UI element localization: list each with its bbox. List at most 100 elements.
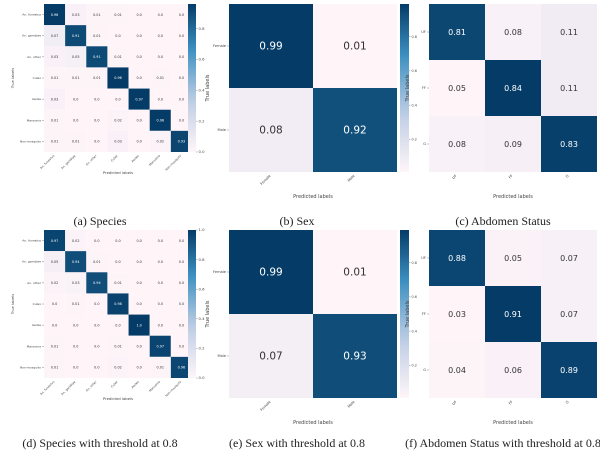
heatmap-cell: [149, 293, 171, 315]
cell-value-label: 0.0: [158, 260, 163, 264]
colorbar-tick-label: 0.0: [199, 375, 206, 380]
heatmap-cell: [149, 67, 171, 89]
heatmap-cell: [149, 88, 171, 110]
cell-value-label: 0.01: [51, 76, 59, 80]
cell-value-label: 0.84: [504, 84, 522, 93]
heatmap-cell: [149, 130, 171, 152]
heatmap-cell: [313, 4, 397, 88]
heatmap-cell: [149, 25, 171, 47]
cell-value-label: 0.83: [560, 140, 578, 149]
cell-value-label: 0.01: [157, 76, 165, 80]
y-tick-label: FF: [422, 86, 426, 90]
heatmap-cell: [128, 272, 150, 294]
heatmap-cell: [107, 293, 129, 315]
x-tick-label: G: [565, 400, 570, 405]
heatmap-cell: [86, 67, 108, 89]
cell-value-label: 0.94: [72, 260, 80, 264]
y-tick-label: FF: [422, 312, 426, 316]
colorbar-tick-label: 0.2: [199, 118, 206, 123]
heatmap-cell: [149, 46, 171, 68]
x-tick-label: Culex: [110, 154, 119, 163]
confusion-matrix-species: 0.96 0.03 0.01 0.01 0.0 0.0 0.0 0.07 0.91 0.01 0.0…: [8, 2, 223, 214]
heatmap-cell: [485, 116, 541, 172]
x-tick-label: Female: [260, 399, 273, 412]
cell-value-label: 0.99: [259, 41, 282, 53]
cell-value-label: 0.01: [51, 344, 59, 348]
colorbar-tick-label: 0.6: [199, 286, 206, 291]
cell-value-label: 0.01: [93, 13, 101, 17]
cell-value-label: 0.0: [115, 239, 120, 243]
x-axis-label: Predicted labels: [493, 420, 533, 426]
cell-value-label: 0.0: [158, 281, 163, 285]
heatmap-cell: [44, 251, 66, 273]
cell-value-label: 0.0: [179, 118, 184, 122]
heatmap-cell: [170, 25, 192, 47]
cell-value-label: 0.0: [179, 344, 184, 348]
y-tick-label: An. funestus: [22, 13, 41, 17]
heatmap-cell: [541, 342, 597, 398]
heatmap-cell: [429, 4, 485, 60]
heatmap-cell: [229, 88, 313, 172]
y-tick-label: Aedes: [32, 97, 42, 101]
heatmap-cell: [485, 342, 541, 398]
y-tick-label: Non-mosquito: [20, 365, 41, 369]
y-tick-label: Culex: [33, 302, 42, 306]
x-tick-label: An. other: [85, 153, 98, 166]
colorbar: [188, 4, 196, 152]
heatmap-cell: [86, 25, 108, 47]
cell-value-label: 0.0: [136, 140, 141, 144]
heatmap-cell: [313, 88, 397, 172]
x-axis-label: Predicted labels: [293, 194, 333, 200]
cell-value-label: 0.05: [51, 260, 59, 264]
y-tick-label: Aedes: [32, 323, 42, 327]
x-axis-label: Predicted labels: [103, 170, 133, 175]
y-tick-label: Mansonia: [27, 344, 41, 348]
cell-value-label: 0.03: [51, 97, 59, 101]
heatmap-cell: [128, 335, 150, 357]
cell-value-label: 0.0: [115, 34, 120, 38]
cell-value-label: 0.0: [179, 239, 184, 243]
cell-value-label: 0.03: [51, 55, 59, 59]
x-tick-label: Female: [260, 173, 273, 186]
cell-value-label: 0.96: [157, 118, 165, 122]
cell-value-label: 0.08: [448, 140, 466, 149]
cell-value-label: 0.0: [158, 13, 163, 17]
x-tick-label: Culex: [110, 380, 119, 389]
cell-value-label: 0.0: [136, 118, 141, 122]
cell-value-label: 1.0: [136, 323, 141, 327]
caption-sex-threshold: (e) Sex with threshold at 0.8: [229, 436, 365, 450]
cell-value-label: 0.98: [114, 302, 122, 306]
cell-value-label: 0.11: [560, 28, 578, 37]
heatmap-cell: [429, 116, 485, 172]
cell-value-label: 0.01: [114, 55, 122, 59]
heatmap-cell: [65, 130, 87, 152]
cell-value-label: 0.0: [94, 118, 99, 122]
y-tick-label: Female: [213, 44, 227, 48]
cell-value-label: 0.03: [72, 13, 80, 17]
heatmap-cell: [170, 335, 192, 357]
heatmap-cell: [86, 88, 108, 110]
heatmap-cell: [149, 335, 171, 357]
heatmap-cell: [170, 130, 192, 152]
y-tick-label: An. other: [27, 55, 42, 59]
caption-sex: (b) Sex: [279, 214, 315, 228]
heatmap-cell: [107, 335, 129, 357]
heatmap-cell: [86, 272, 108, 294]
cell-value-label: 0.0: [158, 34, 163, 38]
cell-value-label: 0.0: [94, 323, 99, 327]
cell-value-label: 0.0: [136, 34, 141, 38]
heatmap-cell: [229, 230, 313, 314]
cell-value-label: 0.0: [158, 302, 163, 306]
caption-species: (a) Species: [73, 214, 127, 228]
heatmap-cell: [107, 251, 129, 273]
heatmap-cell: [86, 109, 108, 131]
x-axis-label: Predicted labels: [103, 396, 133, 401]
cell-value-label: 0.89: [560, 366, 578, 375]
colorbar: [188, 230, 196, 378]
heatmap-cell: [485, 230, 541, 286]
y-tick-label: G: [423, 142, 426, 146]
heatmap-cell: [65, 25, 87, 47]
cell-value-label: 0.01: [93, 260, 101, 264]
heatmap-cell: [149, 4, 171, 26]
cell-value-label: 0.0: [73, 323, 78, 327]
